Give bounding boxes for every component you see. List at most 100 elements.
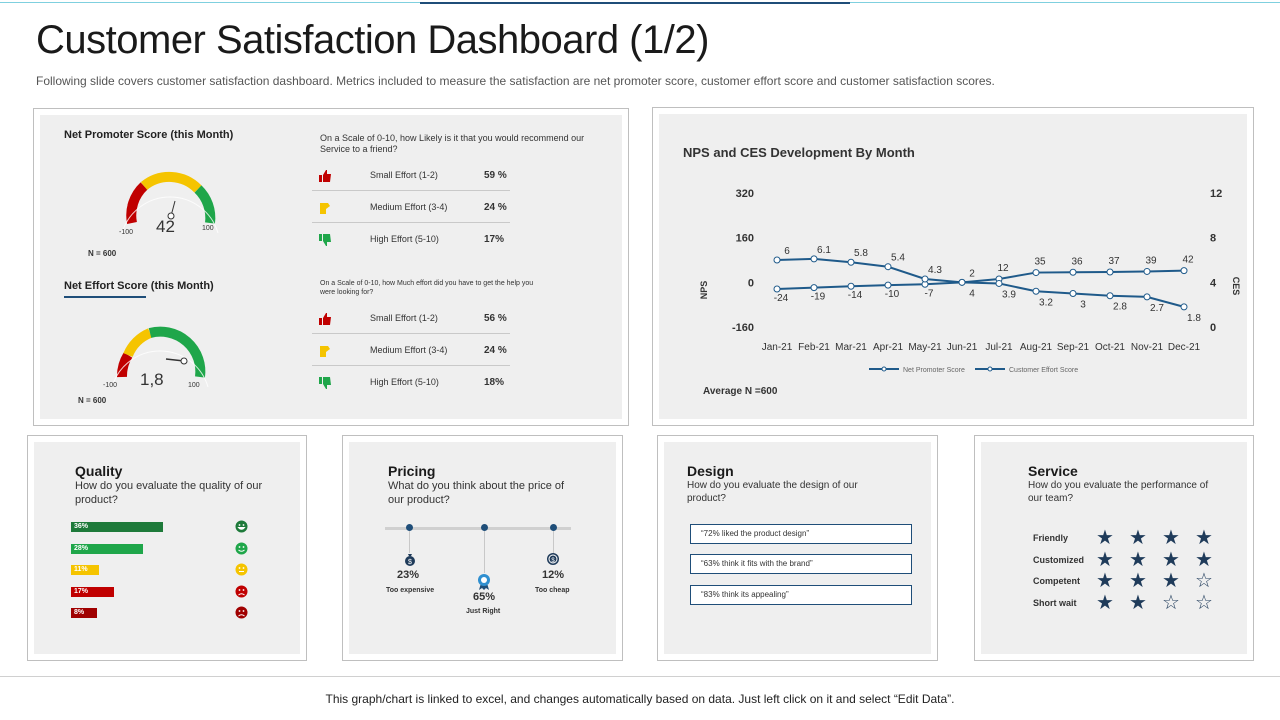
nps-point (847, 282, 855, 290)
nes-gauge-green (148, 326, 206, 378)
quality-bar-label: 36% (74, 523, 89, 530)
nps-gauge-max: 100 (202, 225, 214, 232)
design-quote: “83% think its appealing” (690, 585, 912, 605)
nes-gauge-red (117, 352, 133, 378)
happy-face-icon (235, 542, 248, 554)
ces-series-line (776, 257, 1185, 308)
nes-row-pct: 56 % (484, 313, 507, 324)
nps-point (810, 284, 818, 292)
ces-data-label: 3 (1080, 300, 1086, 311)
pricing-card-bg: Pricing What do you think about the pric… (349, 442, 616, 654)
y2-axis-label: CES (1231, 277, 1241, 296)
thumbs-up-icon (319, 313, 331, 325)
nes-row-label: High Effort (5-10) (370, 377, 439, 387)
pricing-dot (406, 524, 413, 531)
ces-point (810, 255, 818, 263)
nes-title-underline (64, 296, 146, 298)
quality-title: Quality (75, 463, 123, 479)
nps-ces-chart: NPS and CES Development By Month3201600-… (683, 145, 1241, 397)
nps-question: On a Scale of 0-10, how Likely is it tha… (320, 133, 585, 154)
star-filled-icon: ★ (1129, 591, 1147, 614)
ces-point (1180, 303, 1188, 311)
y2-tick-label: 8 (1210, 233, 1216, 245)
nes-gauge-min: -100 (103, 382, 118, 389)
ces-data-label: 3.2 (1039, 297, 1053, 308)
nps-data-label: 36 (1071, 256, 1083, 267)
x-tick-label: Dec-21 (1168, 342, 1201, 353)
nes-row-pct: 24 % (484, 345, 507, 356)
quality-bar-label: 28% (74, 544, 89, 552)
pricing-card: Pricing What do you think about the pric… (342, 435, 623, 661)
y-tick-label: 160 (736, 233, 754, 245)
service-card: Service How do you evaluate the performa… (974, 435, 1254, 661)
nps-point (1180, 267, 1188, 275)
legend-label-nps: Net Promoter Score (903, 367, 965, 374)
service-row-label: Customized (1033, 554, 1085, 565)
y-axis-label: NPS (699, 281, 709, 300)
ces-data-label: 2.8 (1113, 302, 1127, 313)
service-row-label: Competent (1033, 576, 1080, 586)
ces-data-label: 4 (969, 288, 975, 299)
nps-row-pct: 59 % (484, 170, 507, 181)
pricing-track (385, 527, 571, 530)
nps-data-label: 39 (1145, 255, 1157, 266)
nps-series-line (776, 269, 1185, 291)
x-tick-label: Sep-21 (1057, 342, 1090, 353)
nps-gauge (121, 171, 219, 234)
nps-data-label: 37 (1108, 256, 1120, 267)
neutral-face-icon (235, 563, 248, 576)
ces-point (773, 256, 781, 264)
x-tick-label: Jul-21 (985, 342, 1013, 353)
thumbs-sideways-icon (320, 346, 330, 357)
ces-data-label: 3.9 (1002, 289, 1016, 300)
ces-data-label: 2.7 (1150, 303, 1164, 314)
ces-point (1106, 292, 1114, 300)
nps-gauge-green (194, 185, 216, 224)
x-tick-label: Mar-21 (835, 342, 867, 353)
ces-point (884, 263, 892, 271)
ces-data-label: 4.3 (928, 265, 942, 276)
nps-data-label: -10 (885, 289, 900, 300)
nes-gauge (111, 326, 209, 388)
nps-data-label: -19 (811, 292, 826, 303)
score-panel-bg: Net Promoter Score (this Month) -100 100… (40, 115, 622, 419)
nes-n: N = 600 (78, 396, 107, 405)
angry-face-icon (235, 606, 248, 619)
nps-gauge-yellow (140, 171, 202, 193)
thumbs-down-icon (319, 377, 331, 389)
x-tick-label: May-21 (908, 342, 942, 353)
pricing-stem (553, 531, 554, 553)
very-happy-face-icon (235, 520, 248, 533)
chart-panel: NPS and CES Development By Month 320 160 0-… (652, 107, 1254, 426)
service-card-bg: Service How do you evaluate the performa… (981, 442, 1247, 654)
nps-point (1069, 268, 1077, 276)
pricing-title: Pricing (388, 463, 436, 479)
nes-row-label: Medium Effort (3-4) (370, 345, 448, 355)
nps-n: N = 600 (88, 249, 117, 258)
nes-title: Net Effort Score (this Month) (64, 280, 214, 292)
nes-value: 1,8 (140, 370, 164, 389)
star-empty-icon: ☆ (1195, 591, 1213, 614)
star-filled-icon: ★ (1129, 527, 1147, 549)
quality-bar: 36% (71, 522, 163, 532)
legend-marker-nps (881, 366, 887, 372)
x-tick-label: Jun-21 (947, 342, 978, 353)
ces-point (958, 278, 966, 286)
nps-point (884, 281, 892, 289)
nps-row-label: Medium Effort (3-4) (370, 202, 448, 212)
nps-row-pct: 17% (484, 234, 505, 245)
nes-row-label: Small Effort (1-2) (370, 313, 438, 323)
nps-row-label: High Effort (5-10) (370, 234, 439, 244)
pricing-label: Too cheap (535, 587, 570, 594)
star-filled-icon: ★ (1096, 570, 1114, 592)
nps-gauge-min: -100 (119, 229, 134, 236)
ces-data-label: 6 (784, 246, 790, 257)
nps-value: 42 (156, 217, 175, 236)
pricing-stem (409, 531, 410, 553)
thumbs-sideways-icon (320, 203, 330, 214)
nps-row-label: Small Effort (1-2) (370, 170, 438, 180)
star-filled-icon: ★ (1096, 548, 1114, 571)
quality-bar-label: 17% (74, 587, 89, 595)
nps-row-small: Small Effort (1-2) 59 % (312, 161, 510, 191)
star-filled-icon: ★ (1162, 527, 1180, 549)
